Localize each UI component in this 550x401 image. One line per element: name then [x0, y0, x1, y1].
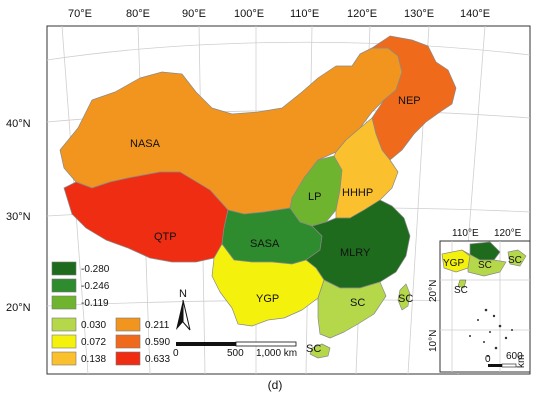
- scale-tick-1000: 1,000 km: [256, 348, 297, 359]
- top-axis-labels: 70°E 80°E 90°E 100°E 110°E 120°E 130°E 1…: [68, 8, 490, 20]
- left-tick-30: 30°N: [6, 211, 31, 223]
- legend-swatch: [51, 278, 77, 293]
- region-labels: NASA NEP QTP LP HHHP SASA MLRY YGP SC SC…: [130, 95, 421, 355]
- label-nep: NEP: [398, 95, 421, 107]
- inset-scale-tick-0: 0: [485, 354, 491, 365]
- legend-swatch: [51, 295, 77, 310]
- top-tick-100: 100°E: [234, 8, 264, 20]
- label-sc: SC: [350, 297, 365, 309]
- label-mlry: MLRY: [340, 247, 371, 259]
- regions: [59, 35, 457, 359]
- inset-left-tick-20: 20°N: [428, 280, 439, 302]
- inset-scale-tick-600: 600: [506, 351, 523, 362]
- top-tick-70: 70°E: [68, 8, 92, 20]
- inset-island: [457, 279, 467, 289]
- label-nasa: NASA: [130, 138, 161, 150]
- legend-swatch: [51, 261, 77, 276]
- top-tick-90: 90°E: [182, 8, 206, 20]
- legend-swatch: [51, 334, 77, 349]
- inset-label-sc-south: SC: [454, 285, 468, 296]
- north-arrow-label: N: [179, 288, 187, 300]
- legend-label: 0.138: [81, 354, 106, 365]
- inset-label-sc: SC: [478, 260, 492, 271]
- north-arrow-icon: N: [176, 288, 191, 331]
- region-nep: [371, 35, 457, 161]
- label-ygp: YGP: [256, 293, 279, 305]
- legend: -0.280 -0.246 -0.119 0.030 0.072 0.138 0…: [51, 261, 170, 366]
- inset-top-tick-110: 110°E: [452, 228, 479, 239]
- label-qtp: QTP: [154, 231, 177, 243]
- inset-label-sc-east: SC: [508, 255, 522, 266]
- scale-tick-0: 0: [173, 348, 179, 359]
- legend-swatch: [51, 317, 77, 332]
- inset-left-tick-10: 10°N: [428, 330, 439, 352]
- top-tick-130: 130°E: [404, 8, 434, 20]
- inset-sc: [461, 249, 507, 277]
- left-tick-40: 40°N: [6, 118, 31, 130]
- legend-label: 0.211: [145, 320, 170, 331]
- inset-sc-east: [507, 249, 527, 267]
- left-axis-labels: 40°N 30°N 20°N: [6, 118, 31, 314]
- top-tick-140: 140°E: [460, 8, 490, 20]
- left-tick-20: 20°N: [6, 302, 31, 314]
- region-sc: [317, 279, 387, 339]
- top-tick-80: 80°E: [126, 8, 150, 20]
- inset-label-ygp: YGP: [443, 258, 464, 269]
- region-sc-hainan: [309, 343, 331, 359]
- label-lp: LP: [308, 191, 321, 203]
- legend-label: -0.280: [81, 264, 110, 275]
- scale-bar: 0 500 1,000 km: [173, 341, 297, 359]
- label-sc-taiwan: SC: [398, 293, 413, 305]
- label-sasa: SASA: [250, 238, 280, 250]
- legend-label: -0.119: [81, 298, 109, 309]
- legend-swatch: [115, 351, 141, 366]
- inset-map: 110°E 120°E 20°N 10°N YGP SC SC SC 0 600…: [428, 228, 531, 373]
- legend-label: 0.030: [81, 320, 106, 331]
- legend-swatch: [51, 351, 77, 366]
- legend-label: 0.072: [81, 337, 106, 348]
- legend-swatch: [115, 317, 141, 332]
- inset-top-tick-120: 120°E: [494, 228, 522, 239]
- region-sc-taiwan: [397, 283, 411, 311]
- legend-label: -0.246: [81, 281, 110, 292]
- inset-scale-unit: km: [516, 355, 527, 368]
- legend-label: 0.633: [145, 354, 170, 365]
- top-tick-110: 110°E: [290, 8, 319, 20]
- label-sc-hainan: SC: [306, 343, 321, 355]
- label-hhhp: HHHP: [342, 187, 373, 199]
- top-tick-120: 120°E: [347, 8, 377, 20]
- figure-caption: (d): [267, 378, 283, 392]
- region-hhhp: [333, 117, 399, 219]
- inset-islands: [469, 308, 513, 357]
- scale-tick-500: 500: [227, 348, 244, 359]
- legend-label: 0.590: [145, 337, 170, 348]
- legend-swatch: [115, 334, 141, 349]
